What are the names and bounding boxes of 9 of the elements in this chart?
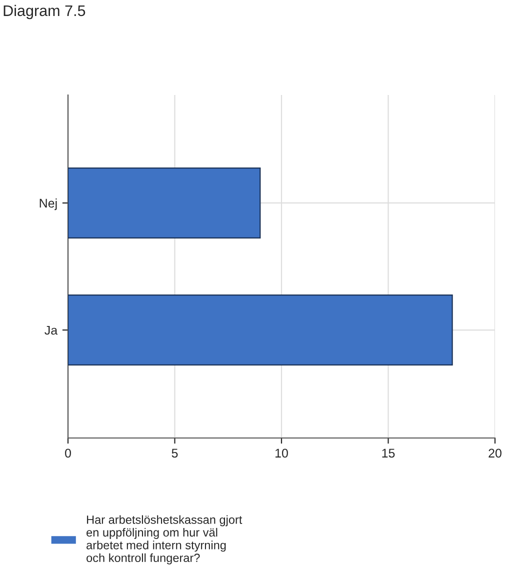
chart-title: Diagram 7.5 bbox=[4, 4, 86, 20]
x-tick-label: 0 bbox=[65, 448, 71, 458]
y-tick-label: Ja bbox=[44, 326, 58, 335]
legend-label: Har arbetslöshetskassan gjort en uppföljning om hur väl arbetet med intern styrning och kontroll fungerar? bbox=[86, 515, 242, 564]
x-tick-label: 15 bbox=[382, 448, 395, 458]
x-tick-label: 5 bbox=[172, 448, 178, 458]
y-tick-label: Nej bbox=[40, 198, 57, 210]
x-tick-label: 20 bbox=[488, 448, 502, 458]
x-tick-label: 10 bbox=[276, 448, 288, 458]
